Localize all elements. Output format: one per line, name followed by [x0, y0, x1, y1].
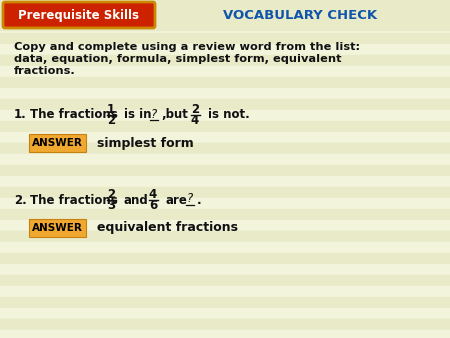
- Bar: [0, 297, 450, 308]
- Bar: [0, 0, 450, 30]
- Bar: [0, 165, 450, 176]
- Bar: [0, 242, 450, 253]
- Bar: [0, 77, 450, 88]
- Text: fractions.: fractions.: [14, 66, 76, 76]
- Bar: [0, 44, 450, 55]
- Bar: [0, 55, 450, 66]
- Bar: [0, 275, 450, 286]
- Bar: [0, 11, 450, 22]
- Text: ?: ?: [151, 107, 157, 121]
- Bar: [0, 264, 450, 275]
- Text: ANSWER: ANSWER: [32, 223, 83, 233]
- Bar: [0, 22, 450, 33]
- Bar: [0, 209, 450, 220]
- Bar: [0, 330, 450, 338]
- Bar: [0, 110, 450, 121]
- Text: simplest form: simplest form: [97, 137, 194, 149]
- Text: The fractions: The fractions: [30, 108, 118, 121]
- Text: is not.: is not.: [208, 108, 250, 121]
- Bar: [0, 99, 450, 110]
- Text: 2.: 2.: [14, 193, 27, 207]
- Text: VOCABULARY CHECK: VOCABULARY CHECK: [223, 9, 377, 22]
- Text: ,but: ,but: [161, 108, 188, 121]
- Bar: [0, 308, 450, 319]
- Text: is in: is in: [124, 108, 152, 121]
- Text: 2: 2: [107, 188, 115, 201]
- Text: ANSWER: ANSWER: [32, 138, 83, 148]
- Text: ?: ?: [187, 193, 193, 206]
- Text: 1.: 1.: [14, 108, 27, 121]
- Bar: [0, 231, 450, 242]
- Bar: [0, 121, 450, 132]
- Bar: [0, 132, 450, 143]
- Text: 1: 1: [107, 103, 115, 116]
- Bar: [0, 0, 450, 11]
- Bar: [0, 187, 450, 198]
- Text: 4: 4: [191, 114, 199, 127]
- Text: 4: 4: [149, 188, 157, 201]
- Text: and: and: [124, 193, 149, 207]
- Bar: [0, 154, 450, 165]
- Text: .: .: [197, 193, 202, 207]
- Text: are: are: [166, 193, 188, 207]
- Text: 2: 2: [107, 114, 115, 127]
- Text: Copy and complete using a review word from the list:: Copy and complete using a review word fr…: [14, 42, 360, 52]
- Text: 2: 2: [191, 103, 199, 116]
- Bar: [0, 198, 450, 209]
- Text: The fractions: The fractions: [30, 193, 118, 207]
- FancyBboxPatch shape: [29, 219, 86, 237]
- Bar: [0, 143, 450, 154]
- FancyBboxPatch shape: [3, 2, 155, 28]
- Text: 3: 3: [107, 199, 115, 212]
- Text: Prerequisite Skills: Prerequisite Skills: [18, 9, 140, 22]
- Text: 6: 6: [149, 199, 157, 212]
- Bar: [0, 319, 450, 330]
- Bar: [0, 253, 450, 264]
- Text: data, equation, formula, simplest form, equivalent: data, equation, formula, simplest form, …: [14, 54, 342, 64]
- Bar: [0, 286, 450, 297]
- Bar: [0, 66, 450, 77]
- Bar: [0, 220, 450, 231]
- FancyBboxPatch shape: [29, 134, 86, 152]
- Text: equivalent fractions: equivalent fractions: [97, 221, 238, 235]
- Bar: [0, 33, 450, 44]
- Bar: [0, 176, 450, 187]
- Bar: [0, 88, 450, 99]
